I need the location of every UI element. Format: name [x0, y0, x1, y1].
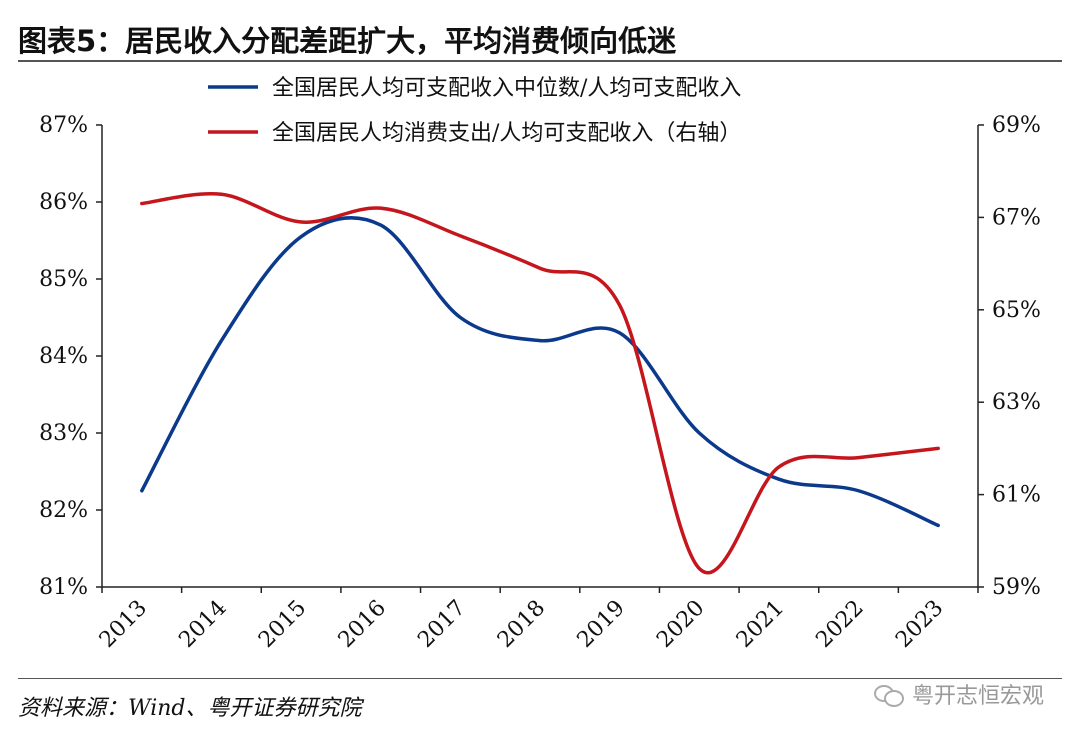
left-tick-label: 87%: [39, 113, 88, 138]
x-tick-label: 2022: [812, 596, 869, 653]
x-tick-label: 2019: [573, 596, 630, 653]
left-tick-label: 81%: [39, 575, 88, 600]
left-tick-label: 85%: [39, 267, 88, 292]
legend-label: 全国居民人均消费支出/人均可支配收入（右轴）: [272, 121, 741, 146]
right-tick-label: 65%: [992, 298, 1041, 323]
chart-title: 图表5：居民收入分配差距扩大，平均消费倾向低迷: [18, 24, 677, 58]
left-tick-label: 82%: [39, 498, 88, 523]
footer-divider: [18, 678, 1062, 679]
right-tick-label: 61%: [992, 483, 1041, 508]
right-tick-label: 59%: [992, 575, 1041, 600]
x-tick-label: 2020: [652, 596, 709, 653]
line-chart: 81% 82% 83% 84% 85% 86% 87% 59% 61% 63% 65% 67% 69% 2…: [39, 76, 1041, 653]
source-note: 资料来源：Wind、粤开证券研究院: [18, 696, 362, 721]
left-tick-label: 86%: [39, 190, 88, 215]
chart-lines: [140, 192, 940, 575]
x-tick-label: 2017: [413, 596, 470, 653]
x-tick-label: 2013: [95, 596, 152, 653]
right-tick-label: 67%: [992, 205, 1041, 230]
x-tick-label: 2018: [493, 596, 550, 653]
x-tick-label: 2016: [334, 596, 391, 653]
watermark: 粤开志恒宏观: [873, 678, 1044, 710]
left-tick-label: 83%: [39, 421, 88, 446]
chart-legend: 全国居民人均可支配收入中位数/人均可支配收入全国居民人均消费支出/人均可支配收入…: [208, 76, 741, 146]
title-divider: [18, 60, 1062, 62]
left-tick-label: 84%: [39, 344, 88, 369]
x-tick-label: 2023: [891, 596, 948, 653]
x-tick-label: 2021: [732, 596, 789, 653]
right-tick-label: 69%: [992, 113, 1041, 138]
watermark-text: 粤开志恒宏观: [911, 684, 1044, 709]
right-tick-label: 63%: [992, 390, 1041, 415]
x-tick-label: 2015: [254, 596, 311, 653]
consumption-ratio-line: [140, 192, 940, 575]
wechat-icon: [873, 683, 904, 707]
x-tick-label: 2014: [174, 596, 231, 653]
median-income-ratio-line: [140, 216, 940, 528]
legend-label: 全国居民人均可支配收入中位数/人均可支配收入: [272, 76, 741, 101]
